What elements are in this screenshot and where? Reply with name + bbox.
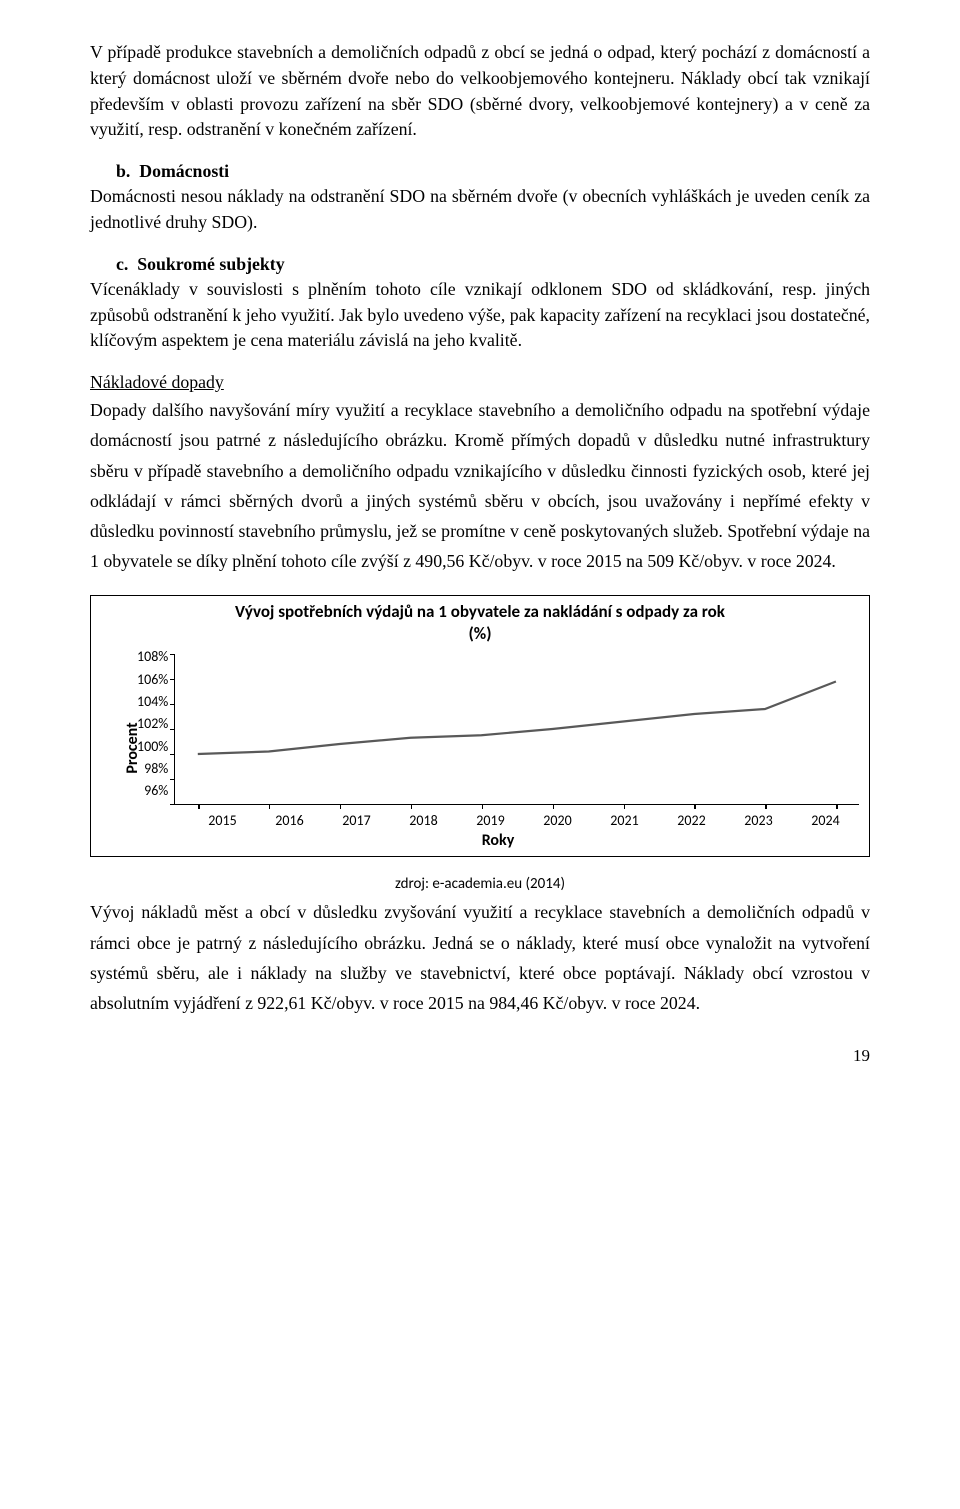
nakladove-body: Dopady dalšího navyšování míry využití a… [90, 395, 870, 577]
xtick: 2019 [457, 812, 524, 829]
chart-container: Vývoj spotřebních výdajů na 1 obyvatele … [90, 595, 870, 858]
xtick: 2024 [792, 812, 859, 829]
line-chart-svg [175, 654, 859, 804]
xtick: 2015 [189, 812, 256, 829]
xtick: 2021 [591, 812, 658, 829]
paragraph-intro: V případě produkce stavebních a demoličn… [90, 40, 870, 143]
chart-ylabel: Procent [123, 723, 142, 774]
ytick: 106% [137, 673, 168, 687]
plot-wrap: 108% 106% 104% 102% 100% 98% 96% [137, 648, 859, 808]
page: V případě produkce stavebních a demoličn… [0, 0, 960, 1106]
xtick: 2017 [323, 812, 390, 829]
chart-xlabel: Roky [137, 831, 859, 850]
ytick: 104% [137, 695, 168, 709]
chart-title-line2: (%) [101, 624, 859, 644]
section-b-head: b. Domácnosti [90, 161, 870, 182]
chart-source: zdroj: e-academia.eu (2014) [90, 875, 870, 893]
xtick: 2018 [390, 812, 457, 829]
plot-region [174, 654, 859, 805]
section-c-body: Vícenáklady v souvislosti s plněním toho… [90, 277, 870, 354]
ytick: 108% [137, 650, 168, 664]
chart-title-line1: Vývoj spotřebních výdajů na 1 obyvatele … [101, 602, 859, 622]
xtick: 2022 [658, 812, 725, 829]
xtick: 2016 [256, 812, 323, 829]
xtick: 2020 [524, 812, 591, 829]
xticks: 2015 2016 2017 2018 2019 2020 2021 2022 … [189, 812, 859, 829]
nakladove-head: Nákladové dopady [90, 372, 870, 393]
xtick: 2023 [725, 812, 792, 829]
page-number: 19 [90, 1046, 870, 1066]
paragraph-after-chart: Vývoj nákladů měst a obcí v důsledku zvy… [90, 897, 870, 1018]
section-c-head: c. Soukromé subjekty [90, 254, 870, 275]
ytick: 96% [144, 784, 168, 798]
ytick: 98% [144, 762, 168, 776]
chart-area: Procent 108% 106% 104% 102% 100% 98% 96%… [137, 648, 859, 848]
section-b-body: Domácnosti nesou náklady na odstranění S… [90, 184, 870, 236]
